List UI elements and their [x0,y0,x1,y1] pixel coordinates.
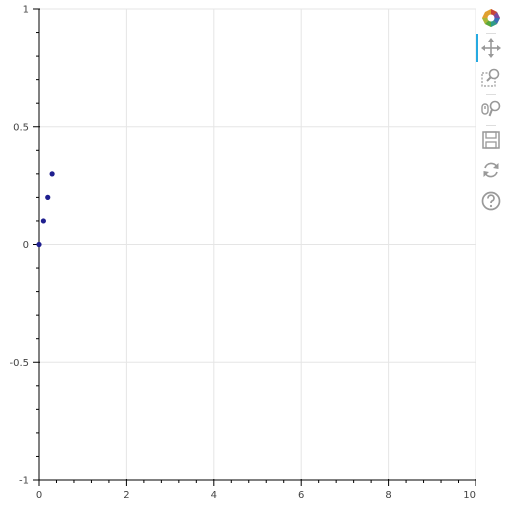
data-points [36,171,55,248]
data-point [45,194,51,200]
tick-marks [33,8,476,486]
y-tick-label: -1 [19,476,29,487]
bokeh-logo-icon [479,6,503,30]
y-tick-label: 1 [23,5,29,16]
save-tool[interactable] [479,128,503,152]
y-tick-label: -0.5 [9,358,29,369]
y-tick-label: 0 [23,240,29,251]
data-point [40,218,46,224]
data-point [49,171,55,177]
pan-tool[interactable] [479,36,503,60]
scatter-plot[interactable]: 0 2 4 6 8 10 -1 -0.5 0 0.5 1 [0,0,476,509]
toolbar-separator [486,33,496,34]
help-icon [481,191,501,211]
x-tick-label: 10 [463,490,476,501]
grid-lines [39,8,476,481]
toolbar [476,0,506,509]
toolbar-separator [486,125,496,126]
box-zoom-icon [481,68,500,87]
x-tick-label: 0 [36,490,42,501]
y-tick-label: 0.5 [13,122,29,133]
save-icon [482,131,500,149]
wheel-zoom-icon [481,100,501,117]
help-tool[interactable] [479,189,503,213]
data-point [36,241,42,248]
box-zoom-tool[interactable] [479,66,503,90]
wheel-zoom-tool[interactable] [479,97,503,121]
x-tick-label: 6 [298,490,304,501]
toolbar-separator [486,94,496,95]
x-tick-label: 4 [211,490,217,501]
reset-icon [483,162,499,178]
x-tick-label: 8 [385,490,391,501]
y-tick-labels: -1 -0.5 0 0.5 1 [9,5,29,487]
pan-icon [481,38,501,58]
x-tick-label: 2 [123,490,129,501]
reset-tool[interactable] [479,158,503,182]
active-tool-indicator [476,34,478,62]
x-tick-labels: 0 2 4 6 8 10 [36,490,476,501]
